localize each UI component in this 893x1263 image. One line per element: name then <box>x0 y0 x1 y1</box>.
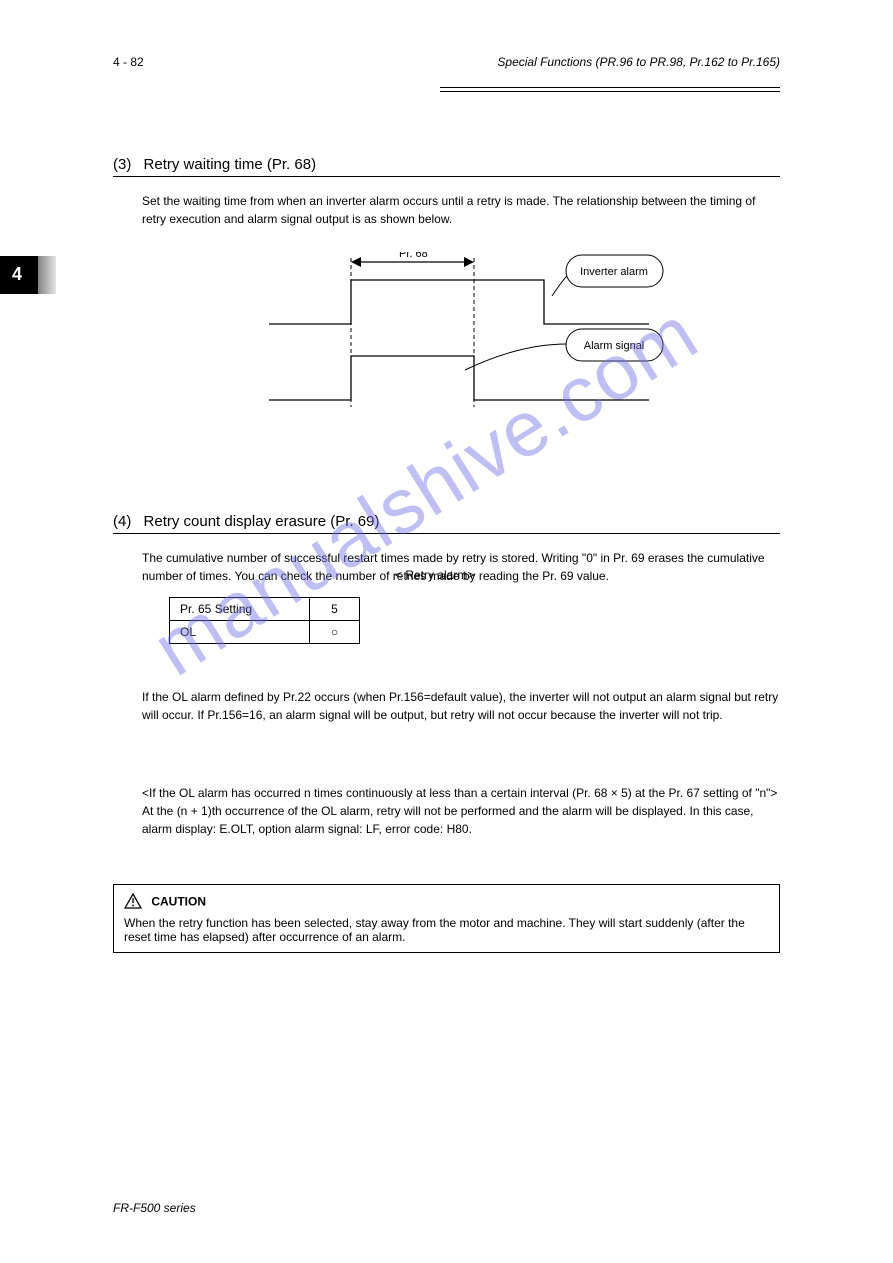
page-number-top: 4 - 82 <box>113 55 144 69</box>
table-cell-header: OL <box>170 621 310 644</box>
section-4-number: (4) Retry count display erasure (Pr. 69) <box>113 513 379 530</box>
header-rule-2 <box>440 91 780 92</box>
arrow-head-right <box>464 257 474 267</box>
header-rule-1 <box>440 87 780 88</box>
caution-label: CAUTION <box>151 895 206 909</box>
arrow-head-left <box>351 257 361 267</box>
table-row: Pr. 65 Setting 5 <box>170 598 360 621</box>
section-4-num-text: (4) <box>113 513 131 530</box>
callout-2-text: Alarm signal <box>584 340 645 352</box>
waveform-bottom <box>269 356 649 400</box>
retry-alarm-table: Pr. 65 Setting 5 OL ○ <box>169 597 360 644</box>
callout-1-text: Inverter alarm <box>580 266 648 278</box>
caution-item: When the retry function has been selecte… <box>124 916 769 944</box>
timing-diagram: Pr. 68 Inverter alarm Alarm signal <box>269 252 664 422</box>
section-3-number: (3) Retry waiting time (Pr. 68) <box>113 156 316 173</box>
table-cell-header: Pr. 65 Setting <box>170 598 310 621</box>
callout-1-pointer <box>552 274 569 296</box>
table-cell-value: 5 <box>310 598 360 621</box>
section-3-num-text: (3) <box>113 156 131 173</box>
table-row: OL ○ <box>170 621 360 644</box>
section-3-rule <box>113 176 780 177</box>
retry-alarm-body: If the OL alarm defined by Pr.22 occurs … <box>142 688 780 724</box>
section-3-body: Set the waiting time from when an invert… <box>142 192 780 228</box>
warning-icon <box>124 893 142 912</box>
retry-pr67-body: <If the OL alarm has occurred n times co… <box>142 784 780 838</box>
breadcrumb: Special Functions (PR.96 to PR.98, Pr.16… <box>497 55 780 69</box>
section-4-rule <box>113 533 780 534</box>
side-tab-gradient <box>38 256 56 294</box>
caution-box: CAUTION When the retry function has been… <box>113 884 780 953</box>
footer: FR-F500 series <box>113 1201 196 1215</box>
section-4-title-text: Retry count display erasure (Pr. 69) <box>144 513 380 530</box>
callout-2-pointer <box>465 344 567 370</box>
table-cell-value: ○ <box>310 621 360 644</box>
side-tab-number: 4 <box>12 264 22 285</box>
section-3-title-text: Retry waiting time (Pr. 68) <box>144 156 317 173</box>
retry-alarm-heading: < Retry alarm> <box>395 566 474 584</box>
arrow-label: Pr. 68 <box>399 252 428 260</box>
